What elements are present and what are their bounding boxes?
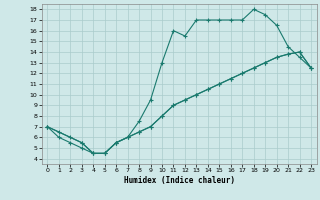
X-axis label: Humidex (Indice chaleur): Humidex (Indice chaleur) [124, 176, 235, 185]
